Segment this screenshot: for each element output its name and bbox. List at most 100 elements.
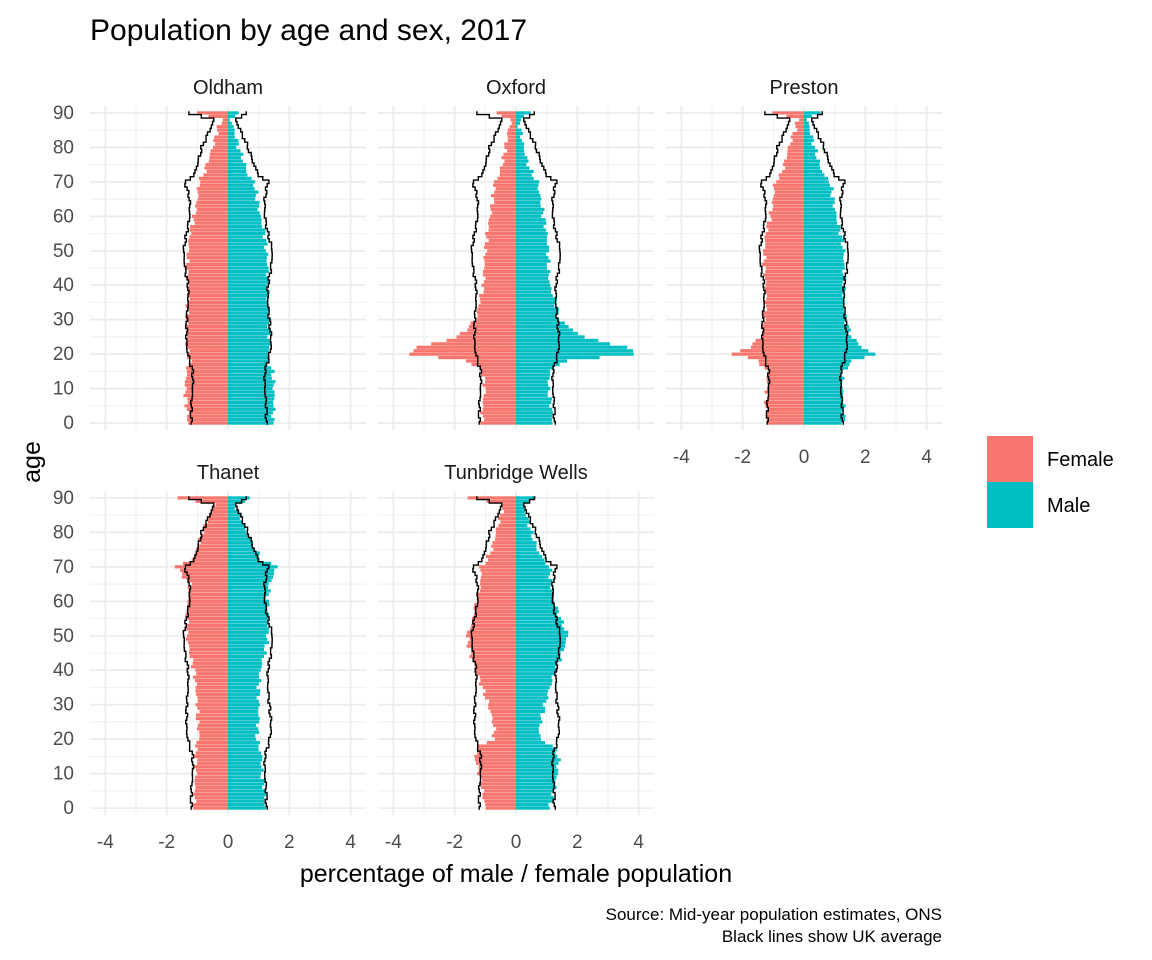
male-bar — [516, 758, 561, 762]
female-bar — [761, 262, 804, 267]
female-bar — [475, 761, 516, 765]
male-bar — [516, 231, 548, 236]
female-bar — [197, 747, 228, 752]
male-bar — [804, 359, 852, 363]
female-bar — [486, 741, 516, 745]
male-bar — [228, 211, 260, 215]
female-bar — [188, 269, 228, 274]
y-tick-label: 90 — [53, 488, 74, 509]
female-bar — [507, 138, 516, 143]
male-bar — [228, 682, 259, 686]
male-bar — [804, 283, 843, 287]
male-bar — [228, 245, 265, 249]
male-bar — [516, 131, 523, 136]
female-bar — [507, 128, 516, 132]
female-bar — [195, 551, 228, 555]
male-bar — [516, 610, 559, 614]
male-bar — [228, 287, 267, 291]
female-bar — [187, 579, 228, 583]
female-bar — [194, 678, 228, 683]
male-bar — [804, 131, 810, 136]
male-bar — [516, 682, 552, 686]
male-bar — [228, 510, 240, 514]
female-bar — [196, 727, 228, 731]
male-bar — [228, 668, 261, 672]
male-bar — [228, 228, 266, 232]
female-bar — [488, 228, 516, 232]
male-bar — [228, 699, 259, 703]
uk-average-female-line — [470, 111, 503, 425]
male-bar — [228, 730, 260, 734]
male-bar — [804, 173, 825, 177]
male-bar — [516, 647, 564, 652]
male-bar — [516, 359, 568, 363]
male-bar — [516, 734, 541, 738]
female-bar — [199, 710, 228, 714]
female-bar — [484, 696, 516, 700]
male-bar — [228, 530, 246, 534]
x-tick-label: -4 — [97, 832, 114, 853]
female-bar — [187, 293, 228, 298]
female-bar — [767, 373, 804, 377]
female-bar — [492, 541, 516, 545]
female-bar — [181, 575, 228, 579]
x-tick-label: 0 — [223, 832, 234, 853]
female-bar — [473, 613, 516, 617]
female-bar — [496, 727, 516, 731]
male-bar — [804, 383, 841, 387]
male-bar — [516, 190, 540, 194]
female-bar — [493, 723, 516, 727]
female-bar — [197, 111, 228, 115]
female-bar — [207, 520, 228, 524]
female-bar — [200, 534, 228, 538]
female-bar — [467, 641, 516, 645]
male-bar — [516, 297, 557, 301]
male-bar — [228, 744, 259, 748]
facet-strip-label: Preston — [770, 77, 839, 99]
male-bar — [228, 713, 259, 717]
female-bar — [474, 754, 516, 758]
female-bar — [782, 169, 804, 174]
y-tick-label: 40 — [53, 275, 74, 296]
female-bar — [765, 242, 804, 246]
female-bar — [500, 169, 516, 174]
female-bar — [490, 551, 516, 555]
female-bar — [766, 293, 804, 298]
female-bar — [483, 280, 516, 284]
female-bar — [483, 404, 516, 408]
female-bar — [474, 661, 516, 665]
female-bar — [194, 221, 228, 225]
female-bar — [786, 156, 804, 160]
female-bar — [188, 411, 228, 415]
female-bar — [184, 266, 228, 270]
male-bar — [516, 342, 610, 346]
female-bar — [209, 156, 228, 160]
x-tick-label: 2 — [284, 832, 295, 853]
male-bar — [228, 651, 267, 655]
male-bar — [228, 404, 274, 408]
male-bar — [804, 331, 849, 336]
male-bar — [228, 145, 237, 149]
male-bar — [516, 345, 628, 349]
female-bar — [199, 183, 228, 187]
female-bar — [761, 325, 804, 329]
male-bar — [228, 758, 263, 762]
female-bar — [189, 644, 228, 648]
female-bar — [469, 654, 516, 659]
male-bar — [228, 338, 270, 342]
female-bar — [765, 287, 804, 291]
female-bar — [477, 772, 516, 776]
female-bar — [501, 156, 516, 160]
female-bar — [197, 699, 228, 703]
female-bar — [197, 696, 228, 700]
x-tick-label: 4 — [345, 832, 356, 853]
male-bar — [228, 761, 261, 765]
female-bar — [501, 114, 516, 118]
male-bar — [228, 335, 268, 339]
male-bar — [228, 523, 246, 528]
female-bar — [186, 616, 228, 621]
y-tick-label: 50 — [53, 241, 74, 262]
male-bar — [516, 214, 542, 218]
female-bar — [792, 138, 804, 143]
male-bar — [228, 778, 265, 783]
